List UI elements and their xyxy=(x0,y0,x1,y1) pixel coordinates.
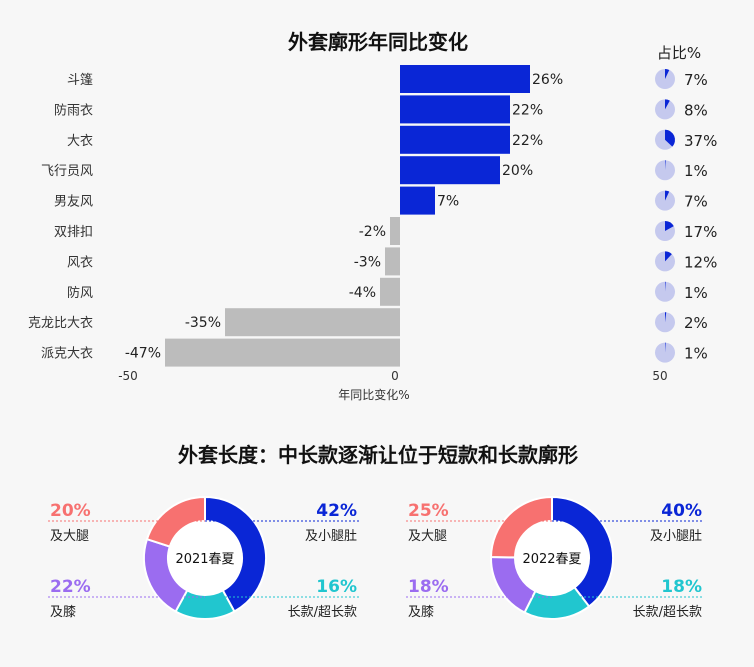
share-value-label: 1% xyxy=(684,345,708,363)
slice-name-label: 及大腿 xyxy=(50,529,89,544)
slice-value-label: 20% xyxy=(50,501,91,521)
bar-value-label: 20% xyxy=(502,163,533,179)
slice-value-label: 22% xyxy=(50,577,91,597)
bar-value-label: -47% xyxy=(125,346,161,362)
bar xyxy=(400,186,435,215)
share-column-title: 占比% xyxy=(657,44,701,62)
donut-hole xyxy=(168,521,242,595)
donut-section-title: 外套长度：中长款逐渐让位于短款和长款廓形 xyxy=(178,443,578,467)
category-label: 飞行员风 xyxy=(41,164,93,179)
bar-value-label: 7% xyxy=(437,194,459,210)
share-value-label: 1% xyxy=(684,284,708,302)
slice-name-label: 及膝 xyxy=(50,605,76,620)
share-value-label: 2% xyxy=(684,314,708,332)
category-label: 风衣 xyxy=(67,254,93,270)
bar-chart-title: 外套廓形年同比变化 xyxy=(288,30,468,54)
slice-name-label: 及小腿肚 xyxy=(305,529,357,544)
share-pie-slice xyxy=(665,69,670,79)
bar xyxy=(400,125,510,154)
donut-hole xyxy=(515,521,589,595)
bar xyxy=(165,338,400,367)
x-tick-label: 0 xyxy=(391,369,399,383)
slice-name-label: 及膝 xyxy=(408,605,434,620)
share-pie-slice xyxy=(665,221,674,231)
bar xyxy=(400,95,510,124)
share-pie-slice xyxy=(665,312,667,323)
x-tick-label: 50 xyxy=(652,369,667,383)
share-value-label: 7% xyxy=(684,71,708,89)
bar xyxy=(380,277,400,306)
bar xyxy=(390,217,400,245)
donut-center-label: 2021春夏 xyxy=(175,552,234,567)
bar xyxy=(400,156,500,185)
slice-value-label: 18% xyxy=(661,577,702,597)
share-value-label: 8% xyxy=(684,101,708,119)
share-pies: 7% 8% 37% 1% 7% 17% 12% 1% 2% 1% xyxy=(655,69,717,363)
slice-value-label: 40% xyxy=(661,501,702,521)
bar-value-label: 22% xyxy=(512,133,543,149)
category-label: 防雨衣 xyxy=(54,102,93,118)
slice-name-label: 长款/超长款 xyxy=(633,605,702,620)
bar-group: 斗篷 26% 防雨衣 22% 大衣 22% 飞行员风 20% 男友风 7% 双排扣 -2% 风衣 -3% 防… xyxy=(28,65,563,367)
share-pie-slice xyxy=(665,160,666,171)
share-pie-slice xyxy=(665,342,666,353)
x-axis-ticks: -50 0 50 xyxy=(118,369,667,383)
share-pie-slice xyxy=(665,281,666,292)
slice-name-label: 及小腿肚 xyxy=(650,529,702,544)
category-label: 大衣 xyxy=(67,133,93,149)
slice-name-label: 及大腿 xyxy=(408,529,447,544)
bar xyxy=(400,65,530,93)
bar xyxy=(385,247,400,276)
category-label: 克龙比大衣 xyxy=(28,315,93,331)
share-value-label: 17% xyxy=(684,223,717,241)
share-pie-slice xyxy=(665,190,670,201)
category-label: 斗篷 xyxy=(67,73,93,88)
share-value-label: 37% xyxy=(684,132,717,150)
x-axis-label: 年同比变化% xyxy=(338,387,409,402)
slice-value-label: 25% xyxy=(408,501,449,521)
bar-value-label: -35% xyxy=(185,315,221,331)
slice-value-label: 16% xyxy=(316,577,357,597)
slice-name-label: 长款/超长款 xyxy=(288,605,357,620)
category-label: 派克大衣 xyxy=(41,346,93,362)
share-pie-slice xyxy=(665,129,675,147)
donut-center-label: 2022春夏 xyxy=(522,552,581,567)
slice-value-label: 18% xyxy=(408,577,449,597)
donut-2022: 2022春夏 25% 及大腿 40% 及小腿肚 18% 及膝 18% 长款/超长款 xyxy=(406,495,704,620)
share-value-label: 7% xyxy=(684,193,708,211)
bar-value-label: -4% xyxy=(349,285,376,301)
bar-value-label: 26% xyxy=(532,72,563,88)
bar xyxy=(225,308,400,337)
share-pie-slice xyxy=(665,251,672,262)
donut-2021: 2021春夏 20% 及大腿 42% 及小腿肚 22% 及膝 16% 长款/超长款 xyxy=(48,495,359,620)
category-label: 防风 xyxy=(67,285,93,301)
share-value-label: 12% xyxy=(684,253,717,271)
share-value-label: 1% xyxy=(684,162,708,180)
x-tick-label: -50 xyxy=(118,369,138,383)
share-pie-slice xyxy=(665,99,670,110)
bar-value-label: -2% xyxy=(359,224,386,240)
bar-value-label: 22% xyxy=(512,102,543,118)
slice-value-label: 42% xyxy=(316,501,357,521)
category-label: 男友风 xyxy=(54,194,93,210)
bar-value-label: -3% xyxy=(354,254,381,270)
category-label: 双排扣 xyxy=(54,225,93,240)
